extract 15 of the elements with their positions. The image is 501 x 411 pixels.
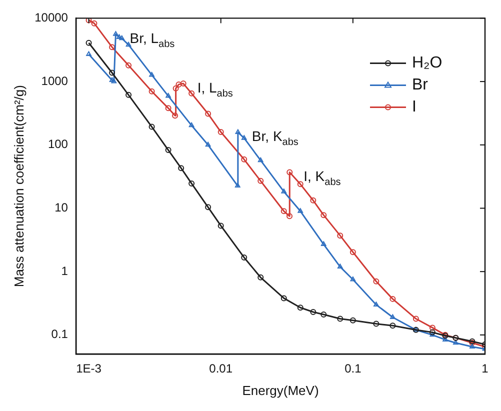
y-tick-label: 0.1: [51, 327, 68, 342]
x-tick-label: 0.01: [209, 362, 233, 376]
y-tick-label: 10: [54, 200, 68, 215]
legend-label: H₂O: [412, 54, 442, 72]
y-tick-label: 1000: [41, 74, 68, 88]
x-tick-label: 0.1: [344, 362, 362, 376]
x-tick-label: 1E-3: [76, 362, 102, 376]
x-axis-title: Energy(MeV): [242, 382, 319, 398]
y-axis-title: Mass attenuation coefficient(cm²/g): [11, 85, 26, 288]
y-tick-label: 1: [61, 264, 68, 278]
y-tick-label: 100: [48, 137, 68, 152]
legend-label: I: [412, 98, 416, 116]
y-tick-label: 10000: [34, 10, 68, 25]
legend-label: Br: [412, 76, 429, 94]
x-tick-label: 1: [482, 362, 489, 376]
